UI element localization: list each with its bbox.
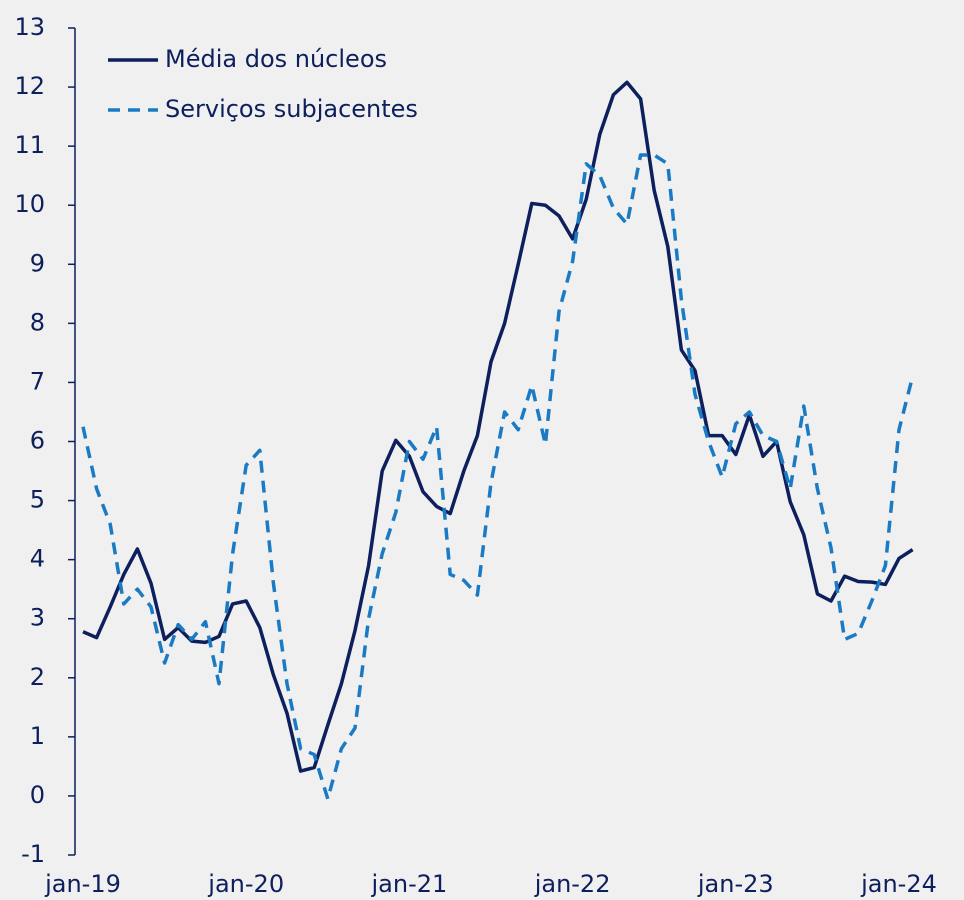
y-tick-label: 1 xyxy=(30,722,45,750)
y-tick-label: -1 xyxy=(21,840,45,868)
series-line xyxy=(82,80,914,773)
series-line xyxy=(81,153,915,801)
y-tick-label: 7 xyxy=(30,367,45,395)
legend-label: Serviços subjacentes xyxy=(165,95,418,123)
y-tick-label: 9 xyxy=(30,249,45,277)
y-tick-label: 6 xyxy=(30,427,45,455)
x-tick-label: jan-22 xyxy=(534,870,611,898)
y-tick-label: 5 xyxy=(30,486,45,514)
x-tick-label: jan-23 xyxy=(697,870,774,898)
y-tick-label: 11 xyxy=(14,131,45,159)
x-tick-label: jan-24 xyxy=(860,870,937,898)
x-tick-label: jan-21 xyxy=(371,870,448,898)
y-tick-label: 13 xyxy=(14,13,45,41)
x-tick-label: jan-20 xyxy=(207,870,284,898)
x-tick-label: jan-19 xyxy=(44,870,121,898)
y-tick-label: 2 xyxy=(30,663,45,691)
y-tick-label: 3 xyxy=(30,604,45,632)
y-tick-label: 12 xyxy=(14,72,45,100)
y-tick-label: 4 xyxy=(30,545,45,573)
y-tick-label: 8 xyxy=(30,308,45,336)
y-tick-label: 0 xyxy=(30,781,45,809)
legend-label: Média dos núcleos xyxy=(165,45,387,73)
y-tick-label: 10 xyxy=(14,190,45,218)
